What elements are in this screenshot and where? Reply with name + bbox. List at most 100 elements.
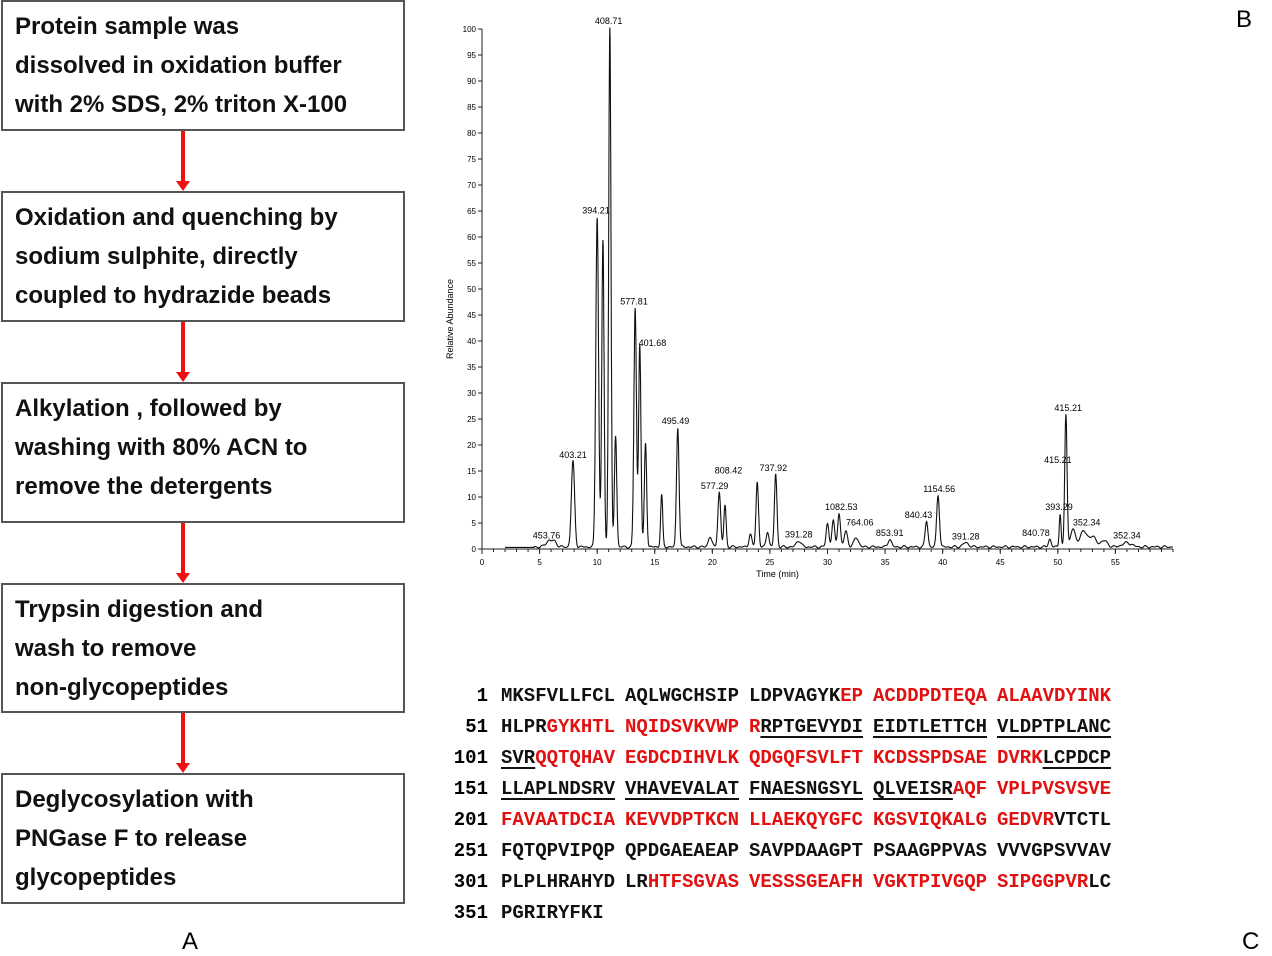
glycopeptide-segment: QDGQFSVLFT — [749, 747, 864, 769]
sequence-block: EIDTLETTCH — [873, 712, 997, 743]
peak-label: 808.42 — [715, 466, 743, 476]
peak-label: 352.34 — [1113, 531, 1141, 541]
sequence-block: PLPLHRAHYD — [501, 867, 625, 898]
glycopeptide-segment: GEDVR — [997, 809, 1055, 831]
sequence-segment: RPTGEVYDI — [760, 716, 864, 738]
sequence-block: FAVAATDCIA — [501, 805, 625, 836]
sequence-segment: VTCTL — [1054, 809, 1112, 831]
sequence-block: QPDGAEAEAP — [625, 836, 749, 867]
glycopeptide-segment: HTFSGVAS — [647, 871, 740, 893]
y-tick-label: 60 — [467, 233, 476, 242]
panel-label-c: C — [1242, 928, 1260, 955]
peak-label: 840.43 — [905, 510, 933, 520]
step-box-4: Trypsin digestion and wash to remove non… — [1, 583, 405, 713]
sequence-segment: EIDTLETTCH — [873, 716, 988, 738]
y-tick-label: 95 — [467, 51, 476, 60]
sequence-block: VVVGPSVVAV — [997, 836, 1121, 867]
sequence-segment: VLDPTPLANC — [997, 716, 1112, 738]
y-tick-label: 20 — [467, 441, 476, 450]
panel-label-b: B — [1236, 6, 1253, 33]
sequence-segment: SAVPDAAGPT — [749, 840, 864, 862]
x-tick-label: 5 — [537, 558, 542, 567]
sequence-block: SAVPDAAGPT — [749, 836, 873, 867]
glycopeptide-segment: SIPGGPVR — [997, 871, 1089, 893]
sequence-block: AQLWGCHSIP — [625, 681, 749, 712]
y-tick-label: 5 — [472, 519, 477, 528]
sequence-block: MKSFVLLFCL — [501, 681, 625, 712]
x-tick-label: 55 — [1111, 558, 1120, 567]
peak-label: 853.91 — [876, 528, 904, 538]
y-tick-label: 85 — [467, 103, 476, 112]
x-axis-label: Time (min) — [756, 569, 799, 579]
peak-label: 352.34 — [1073, 518, 1101, 528]
sequence-segment: SVR — [501, 747, 536, 769]
sequence-row: 301 PLPLHRAHYD LRHTFSGVAS VESSSGEAFH VGKTPIV… — [440, 867, 1121, 898]
sequence-block: ACDDPDTEQA — [873, 681, 997, 712]
y-tick-label: 65 — [467, 207, 476, 216]
arrow-down-icon — [176, 713, 190, 773]
y-tick-label: 35 — [467, 363, 476, 372]
residue-number: 51 — [465, 716, 488, 738]
x-tick-label: 30 — [823, 558, 832, 567]
peak-label: 415.21 — [1044, 455, 1072, 465]
sequence-block: KCDSSPDSAE — [873, 743, 997, 774]
peak-label: 577.81 — [620, 297, 648, 307]
sequence-segment: QPDGAEAEAP — [625, 840, 740, 862]
residue-number: 251 — [453, 840, 488, 862]
glycopeptide-segment: GYKHTL — [546, 716, 616, 738]
sequence-block: KEVVDPTKCN — [625, 805, 749, 836]
x-tick-label: 25 — [765, 558, 774, 567]
sequence-segment: VHAVEVALAT — [625, 778, 740, 800]
peak-label: 577.29 — [701, 481, 729, 491]
sequence-row: 201 FAVAATDCIA KEVVDPTKCN LLAEKQYGFC KGSVIQK… — [440, 805, 1121, 836]
sequence-segment: LR — [625, 871, 648, 893]
chromatogram-trace — [505, 27, 1173, 549]
sequence-row: 101 SVRQQTQHAV EGDCDIHVLK QDGQFSVLFT KCDSSPD… — [440, 743, 1121, 774]
peak-label: 393.29 — [1045, 502, 1073, 512]
sequence-segment: LC — [1088, 871, 1112, 893]
glycopeptide-segment: VPLPVSVSVE — [997, 778, 1112, 800]
x-tick-label: 45 — [996, 558, 1005, 567]
sequence-block: DVRKLCPDCP — [997, 743, 1121, 774]
sequence-block: LDPVAGYKEP — [749, 681, 873, 712]
y-tick-label: 0 — [472, 545, 477, 554]
sequence-block: HLPRGYKHTL — [501, 712, 625, 743]
peak-label: 1082.53 — [825, 502, 858, 512]
peak-label: 840.78 — [1022, 528, 1050, 538]
x-tick-label: 20 — [708, 558, 717, 567]
glycopeptide-segment: KCDSSPDSAE — [873, 747, 988, 769]
peak-label: 1154.56 — [923, 484, 955, 494]
sequence-block: VLDPTPLANC — [997, 712, 1121, 743]
sequence-block: EGDCDIHVLK — [625, 743, 749, 774]
residue-number: 201 — [453, 809, 488, 831]
sequence-block: SIPGGPVRLC — [997, 867, 1121, 898]
glycopeptide-segment: R — [749, 716, 761, 738]
sequence-block: QDGQFSVLFT — [749, 743, 873, 774]
y-tick-label: 75 — [467, 155, 476, 164]
arrow-down-icon — [176, 523, 190, 583]
sequence-row: 51 HLPRGYKHTL NQIDSVKVWP RRPTGEVYDI EIDTLETT… — [440, 712, 1121, 743]
sequence-block: LLAEKQYGFC — [749, 805, 873, 836]
y-tick-label: 90 — [467, 77, 476, 86]
y-tick-label: 70 — [467, 181, 476, 190]
y-tick-label: 10 — [467, 493, 476, 502]
chromatogram-chart: 0510152025303540455055606570758085909510… — [445, 16, 1174, 579]
arrow-down-icon — [176, 322, 190, 382]
residue-number: 101 — [453, 747, 488, 769]
sequence-block: ALAAVDYINK — [997, 681, 1121, 712]
sequence-block: QLVEISRAQF — [873, 774, 997, 805]
x-tick-label: 15 — [650, 558, 659, 567]
y-tick-label: 55 — [467, 259, 476, 268]
peak-label: 737.92 — [760, 463, 788, 473]
sequence-block: LLAPLNDSRV — [501, 774, 625, 805]
peak-label: 391.28 — [785, 530, 813, 540]
sequence-segment: PGRIRYFKI — [501, 902, 604, 924]
glycopeptide-segment: EGDCDIHVLK — [625, 747, 740, 769]
x-tick-label: 50 — [1053, 558, 1062, 567]
sequence-block: RRPTGEVYDI — [749, 712, 873, 743]
y-tick-label: 15 — [467, 467, 476, 476]
residue-number: 351 — [453, 902, 488, 924]
glycopeptide-segment: LLAEKQYGFC — [749, 809, 864, 831]
glycopeptide-segment: VESSSGEAFH — [749, 871, 864, 893]
step-box-5: Deglycosylation with PNGase F to release… — [1, 773, 405, 904]
